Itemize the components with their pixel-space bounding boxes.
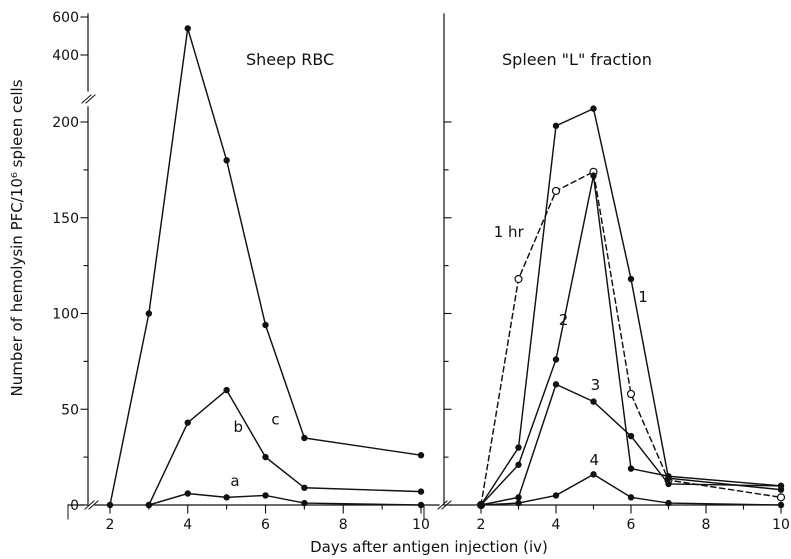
left-y-tick-label-150: 150 [52, 211, 79, 227]
left-point-b-3 [262, 453, 269, 461]
right-series-label-3: 3 [591, 376, 601, 394]
left-point-c-0 [106, 501, 114, 509]
left-point-a-0 [145, 501, 153, 509]
right-point-1-hr-2 [551, 186, 561, 196]
left-point-c-3 [223, 157, 230, 164]
right-chart-panel: 2 4 6 8 10 1 hr 1 2 3 4 [423, 13, 790, 533]
right-x-axis-break-stroke-1 [437, 500, 448, 510]
right-point-2-2 [552, 356, 560, 363]
left-point-c-4 [262, 321, 269, 329]
left-x-tick-label-8: 8 [339, 517, 348, 533]
left-y-tick-label-600: 600 [52, 10, 79, 26]
right-series-label-4: 4 [589, 451, 599, 469]
right-point-1-hr-6 [776, 493, 786, 502]
right-point-1-1 [515, 444, 522, 451]
left-x-tick-label-10: 10 [412, 517, 430, 533]
left-y-tick-label-0: 0 [70, 498, 79, 514]
right-point-4-5 [665, 499, 672, 507]
right-point-4-4 [627, 494, 635, 501]
right-x-tick-label-4: 4 [552, 517, 561, 533]
left-series-label-b: b [234, 418, 244, 436]
right-point-4-3 [590, 471, 597, 478]
left-point-b-1 [184, 419, 191, 426]
right-series-line-1-hr [480, 170, 782, 506]
left-x-tick-label-2: 2 [106, 517, 115, 533]
left-series-label-a: a [230, 472, 239, 490]
right-x-tick-label-6: 6 [627, 517, 636, 533]
left-x-axis-break-stroke-2 [88, 500, 99, 510]
left-point-a-2 [223, 494, 230, 501]
left-y-axis-break-stroke-2 [85, 94, 96, 104]
left-series-line-a [147, 492, 422, 506]
right-series-label-1-hr: 1 hr [494, 223, 525, 241]
left-point-a-1 [184, 490, 191, 497]
left-y-tick-label-400: 400 [52, 48, 79, 64]
right-point-2-5 [665, 473, 672, 480]
left-x-axis-break-stroke-1 [84, 500, 95, 510]
left-point-b-2 [223, 386, 230, 394]
x-axis-label: Days after antigen injection (iv) [310, 538, 548, 556]
right-point-3-1 [515, 494, 522, 501]
right-point-3-3 [590, 398, 597, 405]
left-chart-title: Sheep RBC [246, 50, 334, 69]
left-x-tick-label-4: 4 [183, 517, 192, 533]
left-point-b-4 [301, 484, 308, 491]
right-point-1-4 [627, 275, 635, 283]
left-y-tick-label-100: 100 [52, 307, 79, 323]
right-point-2-1 [515, 461, 522, 468]
left-point-b-5 [417, 488, 425, 495]
right-point-4-0 [477, 501, 485, 509]
right-x-tick-label-8: 8 [702, 517, 711, 533]
right-chart-title: Spleen "L" fraction [502, 50, 652, 69]
right-point-1-3 [590, 105, 597, 112]
right-series-line-2 [479, 175, 782, 507]
left-series-line-b [147, 388, 422, 506]
right-point-1-2 [552, 122, 560, 130]
left-point-a-5 [417, 501, 425, 509]
left-point-c-5 [301, 434, 308, 442]
left-y-tick-label-50: 50 [61, 402, 79, 418]
right-point-4-1 [515, 499, 522, 507]
left-point-a-3 [262, 492, 269, 499]
right-series-label-2: 2 [559, 311, 569, 329]
right-point-3-5 [665, 480, 672, 488]
left-point-c-6 [417, 452, 425, 459]
right-point-3-2 [552, 381, 560, 388]
right-point-1-hr-4 [626, 389, 636, 399]
left-chart-panel: 0 50 100 150 200 400 600 2 4 6 8 10 c b a [52, 10, 430, 533]
right-point-3-4 [627, 432, 635, 440]
right-point-2-4 [627, 465, 635, 472]
right-x-tick-label-2: 2 [477, 517, 486, 533]
left-point-c-1 [145, 310, 153, 317]
right-point-1-hr-1 [514, 274, 523, 284]
left-series-line-c [109, 28, 422, 506]
left-series-label-c: c [271, 410, 279, 428]
right-series-label-1: 1 [638, 288, 648, 306]
left-y-tick-label-200: 200 [52, 115, 79, 131]
left-x-tick-label-6: 6 [261, 517, 270, 533]
right-point-3-6 [777, 482, 785, 490]
y-axis-label: Number of hemolysin PFC/10⁶ spleen cells [8, 79, 26, 396]
left-y-axis-break-stroke-1 [81, 94, 92, 104]
right-point-2-3 [590, 172, 597, 179]
left-point-a-4 [301, 499, 308, 507]
right-point-4-6 [777, 501, 785, 509]
left-point-c-2 [184, 25, 191, 32]
right-point-4-2 [552, 492, 560, 499]
right-x-tick-label-10: 10 [772, 517, 790, 533]
